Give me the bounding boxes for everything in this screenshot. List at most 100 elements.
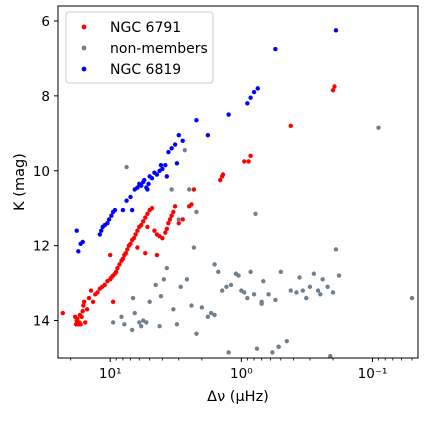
legend-marker [81, 45, 87, 51]
data-point [122, 322, 127, 327]
data-point [143, 250, 148, 256]
data-point [191, 187, 197, 192]
data-point [115, 265, 120, 271]
data-point [174, 322, 180, 327]
data-point [172, 204, 178, 209]
data-point [139, 222, 144, 228]
data-point [248, 153, 253, 158]
data-point [294, 290, 299, 295]
data-point [176, 217, 181, 222]
data-point [135, 245, 140, 250]
data-point [146, 181, 151, 187]
data-point [129, 327, 135, 333]
legend-item: non-members [81, 41, 208, 57]
data-point [95, 290, 100, 295]
data-point [143, 215, 148, 220]
data-point [154, 252, 160, 258]
data-point [97, 232, 103, 237]
data-point [216, 269, 221, 275]
data-point [130, 295, 136, 301]
legend-marker [81, 66, 87, 72]
data-point [248, 95, 253, 100]
data-point [149, 206, 155, 211]
points-layer [60, 28, 415, 359]
data-point [102, 282, 107, 288]
data-point [172, 142, 178, 147]
data-point [205, 314, 211, 320]
data-point [145, 187, 150, 192]
data-point [60, 310, 65, 316]
data-point [75, 316, 80, 321]
data-point [251, 89, 257, 95]
data-point [300, 288, 306, 293]
data-point [154, 172, 160, 177]
data-point [81, 299, 87, 305]
plot-frame [57, 5, 419, 359]
legend-label: NGC 6819 [110, 62, 181, 78]
y-axis: 6 8 10 12 14 [33, 14, 58, 330]
data-point [120, 207, 126, 213]
data-point [242, 159, 247, 164]
y-tick-label: 6 [41, 14, 50, 30]
data-point [332, 84, 337, 89]
data-point [189, 303, 194, 308]
data-point [106, 217, 112, 222]
data-point [125, 247, 130, 252]
data-point [79, 314, 84, 320]
x-axis-label: Δν (μHz) [207, 389, 269, 405]
data-point [226, 112, 231, 117]
data-point [158, 162, 164, 168]
y-tick-label: 12 [33, 239, 50, 255]
data-point [199, 305, 205, 310]
data-point [123, 250, 129, 256]
data-point [194, 209, 199, 215]
data-point [186, 187, 192, 192]
data-point [253, 211, 258, 217]
data-point [129, 207, 135, 213]
data-point [288, 288, 293, 293]
data-point [261, 279, 266, 284]
data-point [330, 88, 336, 93]
data-point [226, 350, 231, 355]
data-point [284, 338, 290, 344]
x-axis: 10¹ 10⁰ 10⁻¹ [70, 358, 413, 382]
data-point [174, 161, 180, 166]
data-point [276, 344, 281, 349]
data-point [270, 350, 275, 355]
data-point [178, 284, 183, 290]
data-point [133, 232, 138, 237]
data-point [166, 220, 171, 226]
data-point [157, 323, 162, 329]
data-point [163, 230, 168, 235]
data-point [145, 211, 150, 217]
data-point [141, 219, 146, 224]
data-point [145, 224, 150, 230]
legend-marker [81, 24, 87, 30]
data-point [124, 198, 129, 203]
x-tick-label: 10⁻¹ [358, 366, 388, 382]
data-point [217, 177, 223, 183]
data-point [132, 310, 137, 316]
data-point [99, 228, 104, 233]
legend-label: NGC 6791 [110, 20, 181, 36]
data-point [236, 273, 241, 278]
y-tick-label: 14 [33, 314, 50, 330]
data-point [320, 277, 325, 282]
data-point [139, 183, 144, 188]
data-point [169, 187, 174, 192]
data-point [219, 288, 225, 293]
data-point [169, 146, 174, 151]
data-point [109, 213, 114, 218]
data-point [137, 320, 142, 325]
data-point [180, 217, 185, 222]
legend: NGC 6791 non-members NGC 6819 [65, 11, 214, 84]
data-point [318, 292, 323, 297]
data-point [128, 241, 133, 246]
data-point [107, 252, 113, 258]
data-point [248, 269, 253, 275]
data-point [189, 202, 194, 207]
data-point [128, 194, 133, 200]
data-point [191, 245, 197, 250]
data-point [325, 284, 330, 290]
